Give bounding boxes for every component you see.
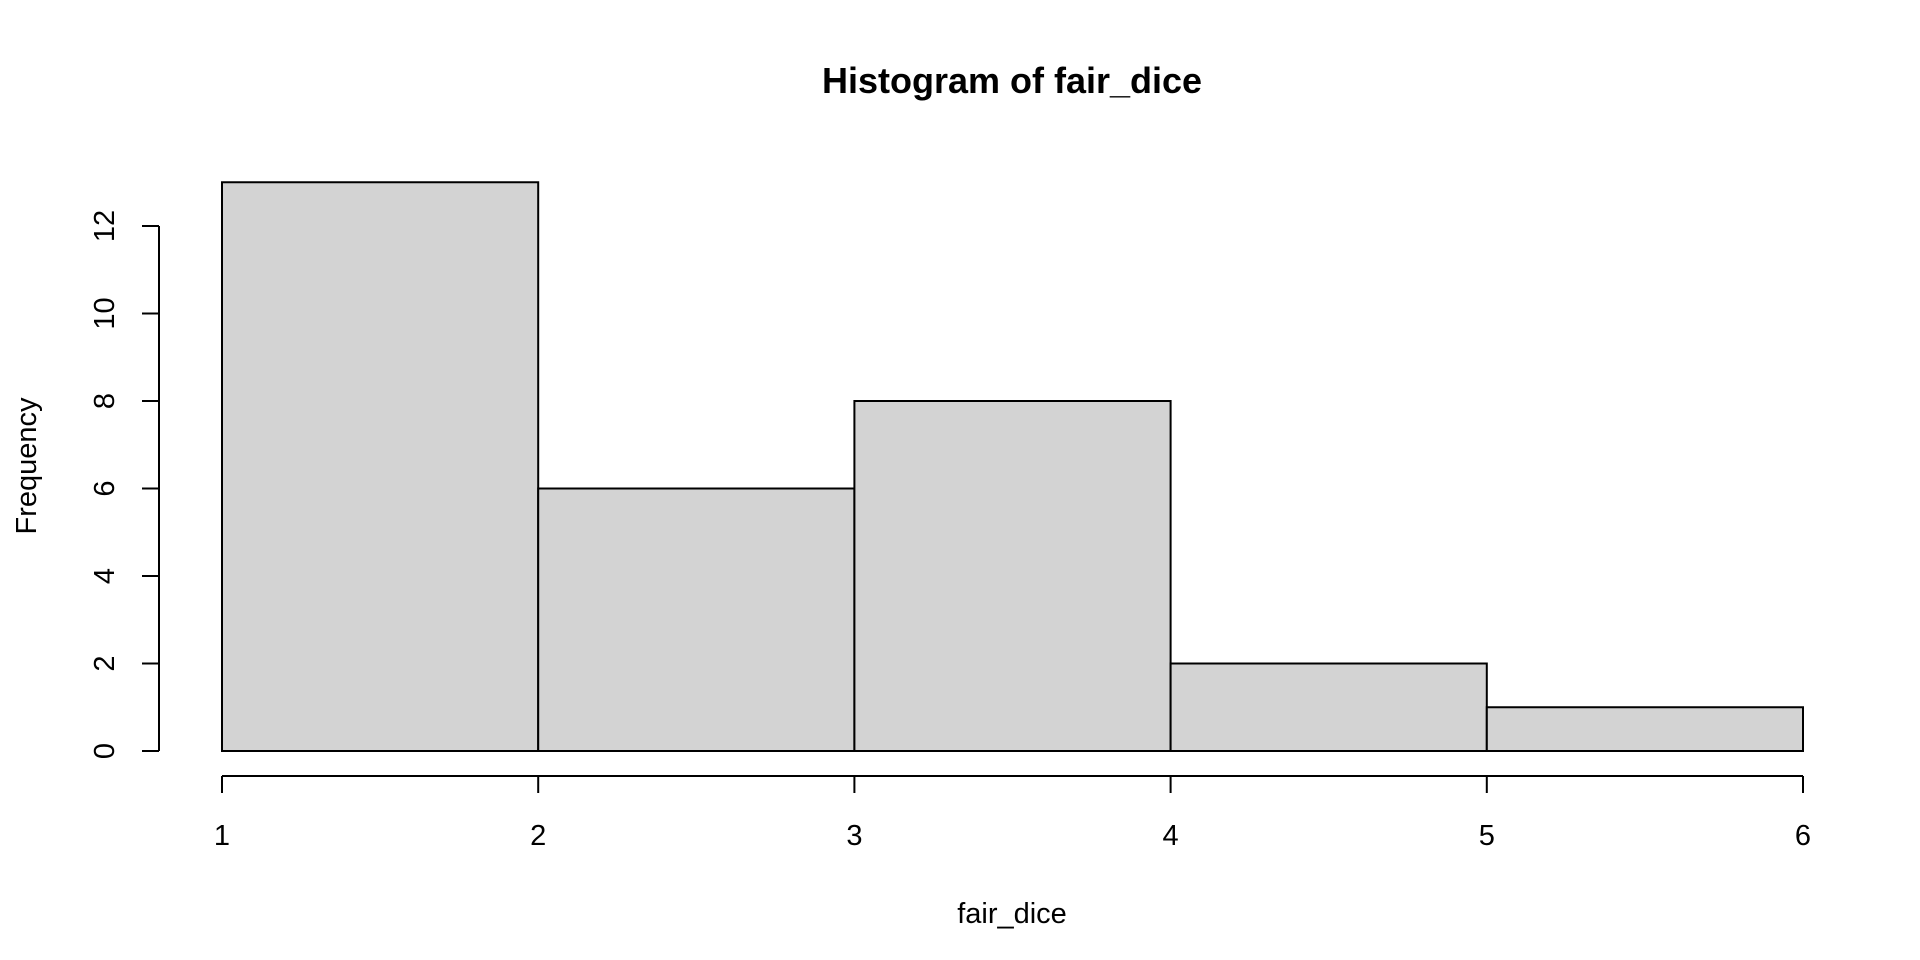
bars-group bbox=[221, 181, 1805, 752]
x-axis-label: fair_dice bbox=[957, 898, 1067, 930]
histogram-bar-4 bbox=[1169, 662, 1488, 752]
y-axis: 0 2 4 6 8 10 12 bbox=[89, 210, 160, 759]
chart-title: Histogram of fair_dice bbox=[822, 60, 1202, 101]
x-tick-label: 6 bbox=[1795, 820, 1811, 852]
y-tick-label: 8 bbox=[89, 393, 121, 409]
y-tick-label: 12 bbox=[89, 210, 121, 242]
histogram-bar-1 bbox=[221, 181, 540, 752]
y-tick-label: 10 bbox=[89, 297, 121, 329]
x-tick-label: 3 bbox=[846, 820, 862, 852]
y-tick-label: 6 bbox=[89, 480, 121, 496]
x-axis: 1 2 3 4 5 6 bbox=[214, 775, 1811, 852]
histogram-bar-5 bbox=[1485, 706, 1805, 752]
y-tick-label: 0 bbox=[89, 743, 121, 759]
histogram-bar-2 bbox=[537, 487, 856, 752]
y-tick-label: 2 bbox=[89, 655, 121, 671]
x-tick-label: 5 bbox=[1479, 820, 1495, 852]
x-tick-label: 4 bbox=[1163, 820, 1179, 852]
histogram-bar-3 bbox=[853, 400, 1172, 752]
x-tick-label: 1 bbox=[214, 820, 230, 852]
x-tick-label: 2 bbox=[530, 820, 546, 852]
y-tick-label: 4 bbox=[89, 568, 121, 584]
y-axis-label: Frequency bbox=[11, 397, 43, 535]
